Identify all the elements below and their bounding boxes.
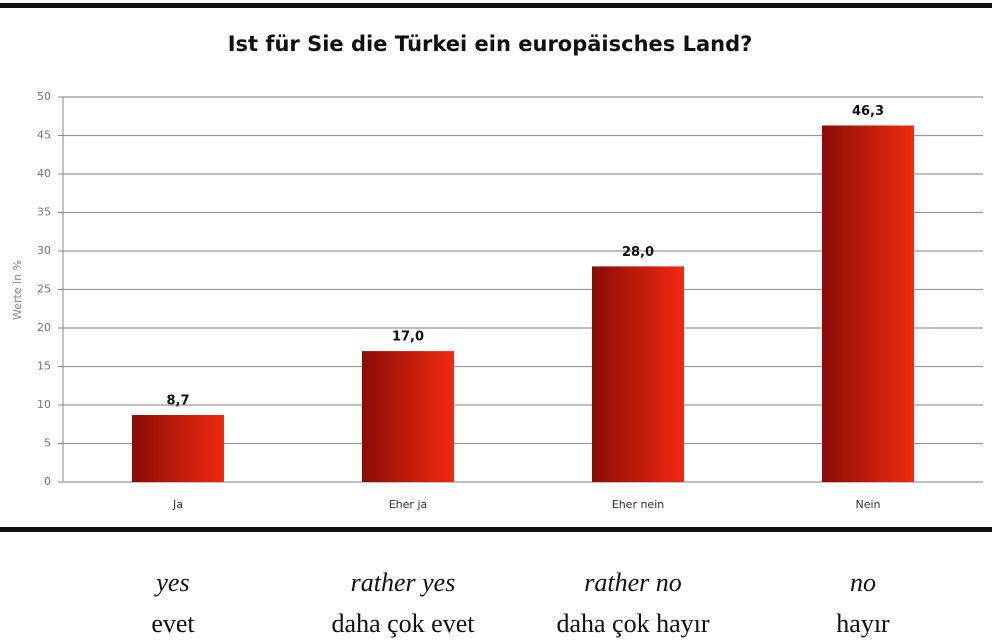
english-label: rather no xyxy=(584,568,682,597)
value-label: 17,0 xyxy=(392,330,424,345)
bar xyxy=(362,351,454,482)
y-tick-label: 20 xyxy=(37,321,51,334)
english-label: yes xyxy=(153,568,189,597)
chart-title: Ist für Sie die Türkei ein europäisches … xyxy=(228,32,753,56)
y-tick-label: 10 xyxy=(37,398,51,411)
value-label: 8,7 xyxy=(166,394,189,409)
x-tick-label: Eher nein xyxy=(612,498,665,511)
turkish-label: daha çok evet xyxy=(332,609,476,638)
x-tick-label: Ja xyxy=(172,498,183,511)
y-axis-label: Werte in % xyxy=(11,260,24,320)
turkish-label: evet xyxy=(151,609,195,638)
value-label: 28,0 xyxy=(622,245,654,260)
y-tick-label: 50 xyxy=(37,90,51,103)
y-tick-label: 0 xyxy=(44,475,51,488)
bar xyxy=(592,266,684,482)
y-tick-label: 25 xyxy=(37,283,51,296)
top-rule xyxy=(0,3,992,8)
bar xyxy=(822,125,914,483)
y-tick-label: 45 xyxy=(37,129,51,142)
english-label: no xyxy=(850,568,876,597)
x-tick-label: Nein xyxy=(855,498,880,511)
y-tick-label: 35 xyxy=(37,206,51,219)
turkish-label: hayır xyxy=(836,609,890,638)
bottom-rule xyxy=(0,527,992,532)
x-tick-label: Eher ja xyxy=(389,498,428,511)
english-label: rather yes xyxy=(351,568,456,597)
y-tick-label: 30 xyxy=(37,244,51,257)
turkish-label: daha çok hayır xyxy=(556,609,709,638)
value-label: 46,3 xyxy=(852,104,884,119)
y-tick-label: 40 xyxy=(37,167,51,180)
y-tick-label: 5 xyxy=(44,437,51,450)
y-tick-label: 15 xyxy=(37,360,51,373)
bar xyxy=(132,415,224,482)
